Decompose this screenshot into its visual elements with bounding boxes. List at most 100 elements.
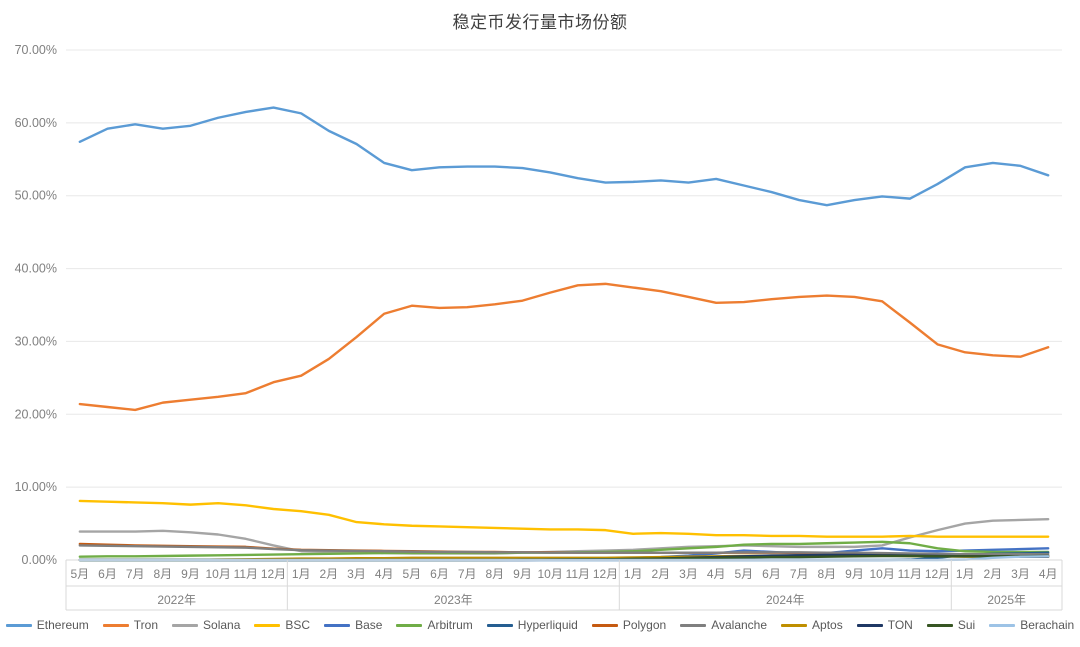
x-axis-tick-label: 10月	[869, 567, 894, 581]
series-line-tron	[78, 282, 1050, 412]
series-lines	[78, 106, 1050, 562]
y-axis-tick-label: 40.00%	[15, 262, 57, 276]
x-axis-tick-label: 3月	[679, 567, 698, 581]
legend-label: Ethereum	[36, 618, 89, 632]
legend-color-swatch	[989, 623, 1016, 627]
x-axis-tick-label: 7月	[458, 567, 477, 581]
x-axis-tick-label: 8月	[153, 567, 172, 581]
legend-item-arbitrum[interactable]: Arbitrum	[396, 618, 473, 632]
x-axis-tick-label: 2月	[651, 567, 670, 581]
legend-label: Hyperliquid	[517, 618, 578, 632]
x-axis-tick-label: 6月	[762, 567, 781, 581]
x-axis-year-label: 2023年	[434, 593, 473, 607]
x-axis-tick-label: 11月	[898, 567, 922, 581]
legend-item-polygon[interactable]: Polygon	[591, 618, 667, 632]
x-axis-year-label: 2025年	[987, 593, 1026, 607]
y-axis-tick-label: 0.00%	[22, 553, 57, 567]
x-axis-tick-labels: 5月 6月 7月 8月 9月 10月 11月 12月 1月 2月 3月 4月 5月 6月 7月 8月 9月 10月…	[70, 567, 1057, 581]
series-line-avalanche	[78, 544, 1050, 556]
x-axis-tick-label: 12月	[261, 567, 286, 581]
x-axis-tick-label: 1月	[624, 567, 643, 581]
legend-color-swatch	[486, 623, 513, 627]
legend-color-swatch	[5, 623, 32, 627]
y-axis-tick-label: 70.00%	[15, 43, 57, 57]
legend-color-swatch	[324, 623, 351, 627]
legend-item-berachain[interactable]: Berachain	[989, 618, 1074, 632]
x-axis-tick-label: 6月	[98, 567, 117, 581]
axis-separators	[65, 559, 1063, 611]
x-axis-tick-label: 5月	[734, 567, 753, 581]
legend-label: Polygon	[622, 618, 667, 632]
legend-label: Base	[355, 618, 383, 632]
x-axis-tick-label: 12月	[925, 567, 950, 581]
y-axis-tick-label: 60.00%	[15, 116, 57, 130]
legend-color-swatch	[172, 623, 199, 627]
legend-label: Arbitrum	[427, 618, 473, 632]
x-axis-tick-label: 6月	[430, 567, 449, 581]
legend-label: Berachain	[1020, 618, 1075, 632]
x-axis-tick-label: 4月	[707, 567, 726, 581]
x-axis-tick-label: 5月	[70, 567, 89, 581]
x-axis-tick-label: 1月	[292, 567, 311, 581]
x-axis-tick-label: 7月	[790, 567, 809, 581]
x-axis-tick-label: 3月	[347, 567, 366, 581]
x-axis-tick-label: 4月	[375, 567, 394, 581]
legend-color-swatch	[926, 623, 953, 627]
gridlines	[66, 49, 1062, 561]
legend-item-ton[interactable]: TON	[856, 618, 913, 632]
legend-item-hyperliquid[interactable]: Hyperliquid	[486, 618, 578, 632]
x-axis-tick-label: 11月	[566, 567, 590, 581]
legend-item-sui[interactable]: Sui	[926, 618, 976, 632]
legend-item-avalanche[interactable]: Avalanche	[680, 618, 767, 632]
x-axis-tick-label: 8月	[485, 567, 504, 581]
series-line-bsc	[78, 499, 1050, 538]
legend-label: Aptos	[812, 618, 843, 632]
y-axis-tick-label: 50.00%	[15, 189, 57, 203]
chart-legend: Ethereum Tron Solana BSC Base Arbitrum Hyperli…	[0, 618, 1080, 632]
legend-label: BSC	[285, 618, 311, 632]
x-axis-tick-label: 7月	[126, 567, 145, 581]
x-axis-group-labels: 2022年 2023年 2024年 2025年	[157, 593, 1026, 607]
legend-color-swatch	[396, 623, 423, 627]
legend-item-aptos[interactable]: Aptos	[781, 618, 843, 632]
legend-item-tron[interactable]: Tron	[102, 618, 159, 632]
x-axis-year-label: 2022年	[157, 593, 196, 607]
legend-color-swatch	[591, 623, 618, 627]
legend-color-swatch	[102, 623, 129, 627]
legend-item-bsc[interactable]: BSC	[254, 618, 310, 632]
legend-label: Tron	[133, 618, 159, 632]
y-axis-tick-label: 10.00%	[15, 480, 57, 494]
y-axis-tick-labels: 0.00% 10.00% 20.00% 30.00% 40.00% 50.00% 60.00…	[15, 43, 57, 567]
legend-item-base[interactable]: Base	[324, 618, 382, 632]
x-axis-tick-label: 11月	[234, 567, 258, 581]
legend-item-ethereum[interactable]: Ethereum	[5, 618, 89, 632]
x-axis-tick-label: 1月	[956, 567, 975, 581]
legend-label: Avalanche	[711, 618, 768, 632]
y-axis-tick-label: 30.00%	[15, 334, 57, 348]
y-axis-tick-label: 20.00%	[15, 407, 57, 421]
x-axis-tick-label: 9月	[845, 567, 864, 581]
legend-color-swatch	[781, 623, 808, 627]
x-axis-tick-label: 2月	[319, 567, 338, 581]
legend-item-solana[interactable]: Solana	[172, 618, 240, 632]
x-axis-year-label: 2024年	[766, 593, 805, 607]
x-axis-tick-label: 5月	[402, 567, 421, 581]
chart-title: 稳定币发行量市场份额	[452, 13, 628, 32]
x-axis-tick-label: 12月	[593, 567, 618, 581]
series-line-ethereum	[78, 106, 1050, 207]
x-axis-tick-label: 8月	[817, 567, 836, 581]
legend-label: Sui	[957, 618, 976, 632]
x-axis-tick-label: 10月	[205, 567, 230, 581]
x-axis-tick-label: 9月	[513, 567, 532, 581]
x-axis-tick-label: 3月	[1011, 567, 1030, 581]
x-axis-tick-label: 9月	[181, 567, 200, 581]
x-axis-tick-label: 10月	[537, 567, 562, 581]
x-axis-tick-label: 2月	[983, 567, 1002, 581]
legend-color-swatch	[254, 623, 281, 627]
legend-label: TON	[887, 618, 913, 632]
legend-color-swatch	[856, 623, 883, 627]
legend-color-swatch	[680, 623, 707, 627]
x-axis-tick-label: 4月	[1039, 567, 1058, 581]
